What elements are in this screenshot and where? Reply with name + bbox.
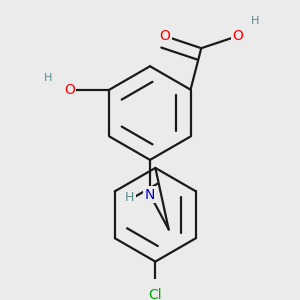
Text: N: N xyxy=(145,188,155,202)
Text: O: O xyxy=(64,83,75,97)
Text: Cl: Cl xyxy=(148,288,162,300)
Text: O: O xyxy=(232,29,243,43)
Text: H: H xyxy=(250,16,259,26)
Text: H: H xyxy=(44,73,52,82)
Text: O: O xyxy=(160,29,171,43)
Text: H: H xyxy=(125,191,135,204)
